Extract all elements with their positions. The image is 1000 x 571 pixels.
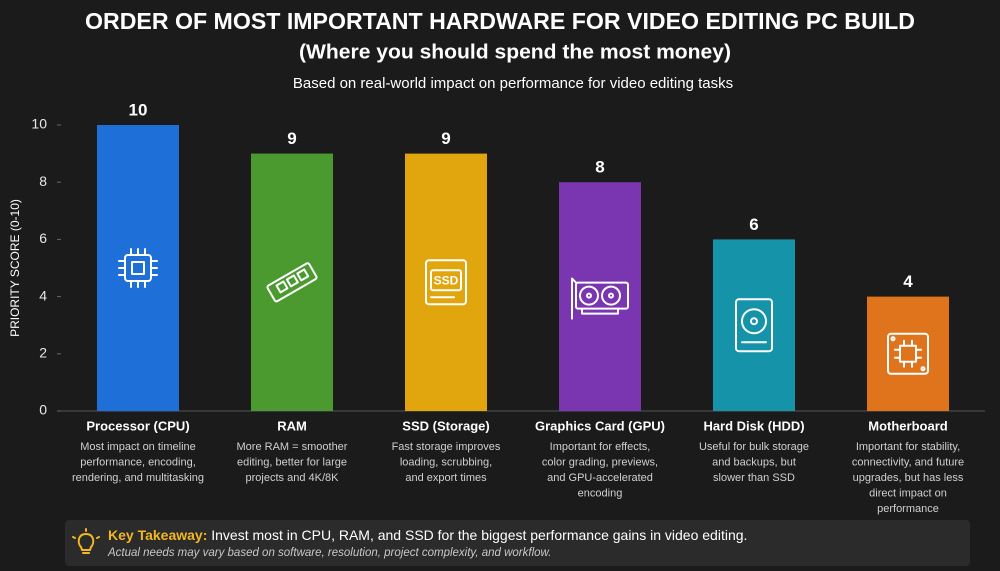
icon-part (581, 307, 619, 315)
y-tick-label: 4 (39, 287, 47, 303)
category-description: direct impact on (869, 487, 947, 499)
bar-icon (571, 277, 629, 320)
category-description: upgrades, but has less (853, 472, 964, 484)
category-description: and export times (405, 472, 487, 484)
x-tick-label: Graphics Card (GPU) (535, 418, 665, 433)
icon-part (296, 268, 310, 282)
y-tick-label: 10 (31, 116, 47, 132)
category-description: encoding (578, 487, 623, 499)
value-label: 9 (441, 129, 450, 148)
icon-part (608, 292, 614, 299)
icon-part (571, 277, 577, 320)
category-description: and backups, but (712, 456, 796, 468)
icon-part (275, 280, 289, 294)
category-description: Most impact on timeline (80, 441, 196, 453)
icon-part (579, 285, 599, 306)
category-description: Important for stability, (856, 441, 960, 453)
category-description: performance, encoding, (80, 456, 196, 468)
x-tick-label: Processor (CPU) (86, 418, 189, 433)
takeaway-label: Key Takeaway: (108, 527, 207, 543)
bar (405, 153, 487, 411)
bar (251, 153, 333, 411)
y-tick-label: 2 (39, 345, 47, 361)
icon-part (890, 336, 896, 342)
bulb-icon (72, 528, 100, 554)
icon-part (894, 339, 922, 368)
bar-icon (118, 248, 158, 288)
category-description: rendering, and multitasking (72, 472, 204, 484)
category-description: and GPU-accelerated (547, 472, 653, 484)
category-description: projects and 4K/8K (246, 472, 340, 484)
value-label: 8 (595, 158, 604, 177)
value-label: 6 (749, 215, 758, 234)
icon-part (601, 285, 621, 306)
category-description: color grading, previews, (542, 456, 658, 468)
category-description: Useful for bulk storage (699, 441, 809, 453)
bar (867, 296, 949, 411)
value-label: 10 (129, 100, 148, 119)
y-tick-label: 0 (39, 402, 47, 418)
category-description: Fast storage improves (392, 441, 501, 453)
bar-icon (735, 298, 773, 353)
icon-part (887, 332, 929, 375)
takeaway-text: Invest most in CPU, RAM, and SSD for the… (211, 527, 747, 543)
category-description: loading, scrubbing, (400, 456, 492, 468)
y-tick-label: 6 (39, 230, 47, 246)
category-description: Important for effects, (550, 441, 651, 453)
category-description: connectivity, and future (852, 456, 964, 468)
icon-part (266, 262, 318, 303)
icon-part (131, 261, 145, 275)
icon-part (894, 339, 922, 368)
icon-part (741, 308, 767, 335)
x-tick-label: Hard Disk (HDD) (703, 418, 804, 433)
icon-part (285, 274, 299, 288)
icon-part (899, 344, 917, 363)
icon-part (575, 281, 629, 310)
icon-part (920, 366, 926, 372)
category-description: editing, better for large (237, 456, 347, 468)
y-tick-label: 8 (39, 173, 47, 189)
icon-part (266, 262, 318, 303)
category-description: slower than SSD (713, 472, 795, 484)
icon-part (735, 298, 773, 353)
bar-icon: SSD (425, 259, 467, 306)
takeaway-note: Actual needs may vary based on software,… (107, 547, 551, 559)
value-label: 9 (287, 129, 296, 148)
bar-icon (887, 332, 929, 375)
chart-description: Based on real-world impact on performanc… (293, 75, 733, 92)
takeaway-line: Key Takeaway: Invest most in CPU, RAM, a… (108, 527, 747, 543)
chart-subtitle: (Where you should spend the most money) (299, 41, 731, 63)
icon-part (586, 292, 592, 299)
category-description: performance (877, 503, 939, 515)
x-tick-label: SSD (Storage) (402, 418, 489, 433)
x-tick-label: RAM (277, 418, 307, 433)
icon-part (430, 269, 462, 292)
chart-title: ORDER OF MOST IMPORTANT HARDWARE FOR VID… (85, 8, 915, 34)
value-label: 4 (903, 272, 913, 291)
y-axis-label: PRIORITY SCORE (0-10) (8, 199, 22, 337)
bar-icon (266, 262, 318, 303)
icon-part (425, 259, 467, 306)
icon-label: SSD (434, 273, 459, 287)
takeaway-box (65, 520, 970, 566)
category-description: More RAM = smoother (237, 441, 348, 453)
bar (97, 125, 179, 411)
x-tick-label: Motherboard (868, 418, 948, 433)
icon-part (750, 317, 758, 326)
